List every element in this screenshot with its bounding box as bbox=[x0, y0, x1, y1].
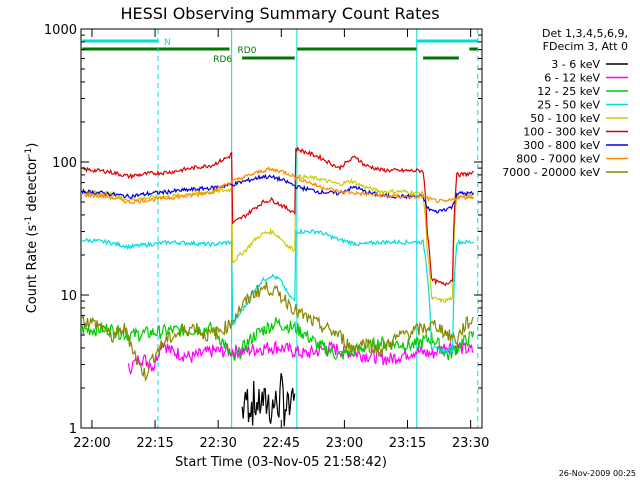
y-tick-label: 1 bbox=[69, 422, 77, 437]
legend-label-300-800-kev: 300 - 800 keV bbox=[523, 139, 600, 152]
x-tick-label: 23:30 bbox=[452, 436, 489, 451]
marker-rd0-label: RD0 bbox=[238, 46, 257, 56]
y-axis-label: Count Rate (s-1 detector-1) bbox=[24, 143, 40, 314]
x-tick-label: 23:15 bbox=[389, 436, 426, 451]
x-tick-label: 22:45 bbox=[263, 436, 300, 451]
legend-label-50-100-kev: 50 - 100 keV bbox=[530, 112, 600, 125]
series-7000-20000-kev bbox=[81, 281, 475, 382]
series-300-800-kev bbox=[81, 173, 474, 214]
legend-label-12-25-kev: 12 - 25 keV bbox=[537, 85, 600, 98]
series-lines bbox=[81, 146, 475, 427]
y-tick-label: 100 bbox=[52, 156, 77, 171]
x-axis-label: Start Time (03-Nov-05 21:58:42) bbox=[175, 455, 387, 470]
marker-n-label: N bbox=[164, 38, 171, 48]
series-50-100-kev bbox=[81, 173, 475, 304]
legend-label-7000-20000-kev: 7000 - 20000 keV bbox=[502, 166, 600, 179]
legend-header-line-1: Det 1,3,4,5,6,9, bbox=[542, 27, 628, 40]
series-800-7000-kev bbox=[82, 166, 475, 205]
legend-label-6-12-kev: 6 - 12 keV bbox=[544, 72, 600, 85]
series-100-300-kev bbox=[81, 146, 474, 287]
series-25-50-kev bbox=[81, 228, 474, 355]
x-axis-ticks: 22:00 22:15 22:30 22:45 23:00 23:15 23:30 bbox=[73, 29, 489, 451]
timestamp: 26-Nov-2009 00:25 bbox=[559, 469, 636, 478]
legend-label-3-6-kev: 3 - 6 keV bbox=[551, 58, 600, 71]
y-tick-label: 1000 bbox=[44, 23, 77, 38]
series-6-12-kev bbox=[127, 339, 474, 376]
y-axis-ticks: 1 10 100 1000 bbox=[44, 23, 482, 437]
series-3-6-kev bbox=[241, 373, 296, 427]
chart-title: HESSI Observing Summary Count Rates bbox=[120, 4, 439, 23]
x-tick-label: 22:30 bbox=[199, 436, 236, 451]
legend-label-100-300-kev: 100 - 300 keV bbox=[523, 126, 600, 139]
x-tick-label: 22:15 bbox=[136, 436, 173, 451]
legend-header-line-2: FDecim 3, Att 0 bbox=[543, 40, 628, 53]
legend: Det 1,3,4,5,6,9, FDecim 3, Att 0 3 - 6 k… bbox=[502, 27, 628, 179]
vertical-lines bbox=[157, 29, 479, 428]
y-tick-label: 10 bbox=[60, 289, 77, 304]
legend-label-800-7000-kev: 800 - 7000 keV bbox=[516, 153, 600, 166]
x-tick-label: 23:00 bbox=[326, 436, 363, 451]
x-tick-label: 22:00 bbox=[73, 436, 110, 451]
legend-label-25-50-kev: 25 - 50 keV bbox=[537, 99, 600, 112]
marker-bars: N RD0 RD6 bbox=[82, 38, 478, 65]
marker-rd6-label: RD6 bbox=[213, 55, 232, 65]
series-12-25-kev bbox=[81, 317, 475, 361]
